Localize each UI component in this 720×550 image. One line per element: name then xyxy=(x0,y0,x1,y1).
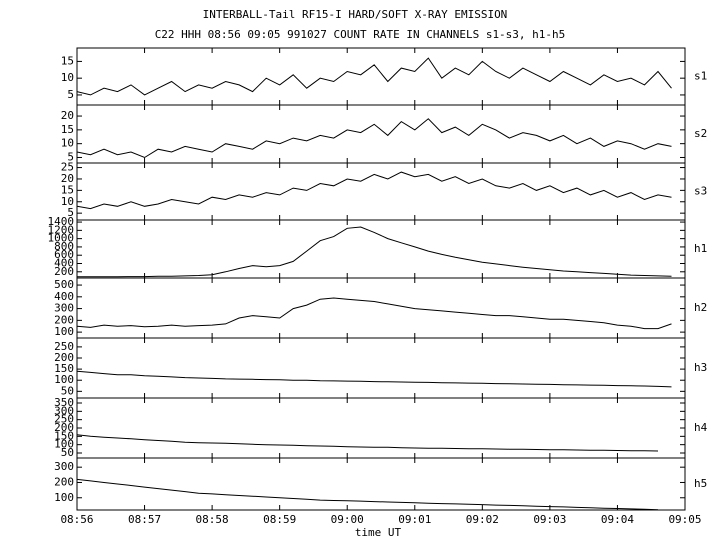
y-tick-label: 500 xyxy=(54,278,74,291)
series-line xyxy=(76,434,659,452)
y-tick-label: 5 xyxy=(67,150,74,163)
x-tick-label: 08:58 xyxy=(196,513,229,526)
x-tick-label: 09:02 xyxy=(466,513,499,526)
panel-frame xyxy=(76,457,686,511)
series-line xyxy=(76,297,672,330)
y-tick-label: 600 xyxy=(54,248,74,261)
x-tick-label: 09:04 xyxy=(601,513,634,526)
y-tick-label: 200 xyxy=(54,475,74,488)
y-tick-label: 20 xyxy=(61,109,74,122)
panel-label: h5 xyxy=(694,477,707,490)
panel-label: s1 xyxy=(694,70,707,83)
y-tick-label: 1200 xyxy=(48,223,75,236)
panel-label: s2 xyxy=(694,127,707,140)
y-tick-label: 200 xyxy=(54,351,74,364)
y-tick-label: 400 xyxy=(54,257,74,270)
y-tick-label: 200 xyxy=(54,313,74,326)
y-tick-label: 300 xyxy=(54,404,74,417)
y-tick-label: 300 xyxy=(54,460,74,473)
y-tick-label: 300 xyxy=(54,302,74,315)
y-tick-label: 100 xyxy=(54,325,74,338)
x-tick-label: 09:03 xyxy=(533,513,566,526)
panel-label: h2 xyxy=(694,301,707,314)
y-tick-label: 800 xyxy=(54,240,74,253)
y-tick-label: 5 xyxy=(67,88,74,101)
y-tick-label: 20 xyxy=(61,172,74,185)
x-tick-label: 08:57 xyxy=(128,513,161,526)
y-tick-label: 15 xyxy=(61,183,74,196)
y-tick-label: 10 xyxy=(61,195,74,208)
y-tick-label: 100 xyxy=(54,438,74,451)
x-axis-label: time UT xyxy=(355,526,402,539)
y-tick-label: 25 xyxy=(61,161,74,174)
y-tick-label: 1000 xyxy=(48,232,75,245)
y-tick-label: 5 xyxy=(67,206,74,219)
x-tick-label: 09:01 xyxy=(398,513,431,526)
y-tick-label: 15 xyxy=(61,123,74,136)
x-tick-label: 08:56 xyxy=(60,513,93,526)
chart-subtitle: C22 HHH 08:56 09:05 991027 COUNT RATE IN… xyxy=(155,28,566,41)
x-tick-label: 09:00 xyxy=(331,513,364,526)
y-tick-label: 250 xyxy=(54,340,74,353)
x-tick-label: 09:05 xyxy=(668,513,701,526)
y-tick-label: 50 xyxy=(61,384,74,397)
y-tick-label: 50 xyxy=(61,446,74,459)
chart-title: INTERBALL-Tail RF15-I HARD/SOFT X-RAY EM… xyxy=(203,8,508,21)
series-line xyxy=(76,370,672,388)
y-tick-label: 150 xyxy=(54,429,74,442)
y-tick-label: 400 xyxy=(54,290,74,303)
panel-label: h4 xyxy=(694,421,708,434)
y-tick-label: 200 xyxy=(54,421,74,434)
y-tick-label: 100 xyxy=(54,491,74,504)
panel-label: h3 xyxy=(694,361,707,374)
series-line xyxy=(76,57,672,96)
y-tick-label: 250 xyxy=(54,413,74,426)
y-tick-label: 350 xyxy=(54,396,74,409)
y-tick-label: 1400 xyxy=(48,215,75,228)
y-tick-label: 10 xyxy=(61,137,74,150)
series-line xyxy=(76,478,659,511)
series-line xyxy=(76,118,672,159)
panel-label: h1 xyxy=(694,242,707,255)
y-tick-label: 100 xyxy=(54,373,74,386)
x-tick-label: 08:59 xyxy=(263,513,296,526)
y-tick-label: 10 xyxy=(61,71,74,84)
series-line xyxy=(77,226,672,278)
panel-label: s3 xyxy=(694,185,707,198)
y-tick-label: 150 xyxy=(54,362,74,375)
y-tick-label: 15 xyxy=(61,54,74,67)
series-line xyxy=(76,171,672,210)
y-tick-label: 200 xyxy=(54,265,74,278)
